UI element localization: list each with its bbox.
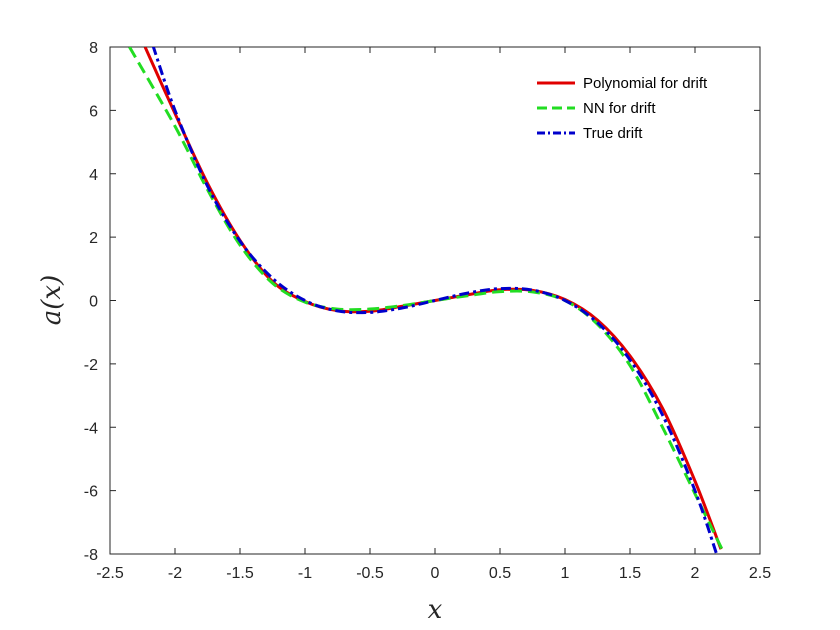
y-axis-label: a(x) <box>37 275 67 325</box>
x-tick-label: 2 <box>691 565 700 582</box>
y-tick-label: 8 <box>89 40 98 57</box>
y-tick-label: -2 <box>84 357 98 374</box>
y-tick-label: -8 <box>84 547 98 564</box>
legend-label-2: NN for drift <box>583 100 656 117</box>
legend: Polynomial for drift NN for drift True dri… <box>537 75 708 142</box>
y-tick-label: 2 <box>89 230 98 247</box>
y-tick-label: 6 <box>89 103 98 120</box>
series-line-3 <box>151 47 719 554</box>
x-tick-label: 1.5 <box>619 565 641 582</box>
x-axis-label: x <box>428 595 443 625</box>
y-tick-label: 4 <box>89 167 98 184</box>
x-tick-label: 0.5 <box>489 565 511 582</box>
x-tick-label: -2 <box>168 565 182 582</box>
legend-label-1: Polynomial for drift <box>583 75 708 92</box>
x-tick-label: 1 <box>561 565 570 582</box>
x-tick-label: -1 <box>298 565 312 582</box>
x-tick-label: -0.5 <box>356 565 384 582</box>
x-tick-label: 2.5 <box>749 565 771 582</box>
x-tick-label: -2.5 <box>96 565 124 582</box>
series-line-2 <box>128 47 725 554</box>
y-tick-label: -4 <box>84 420 98 437</box>
legend-label-3: True drift <box>583 125 643 142</box>
x-tick-label: 0 <box>431 565 440 582</box>
y-tick-label: 0 <box>89 294 98 311</box>
series-layer <box>128 47 725 554</box>
x-tick-label: -1.5 <box>226 565 254 582</box>
axis-ticks: -2.5 -2 -1.5 -1 -0.5 0 0.5 1 1.5 2 2.5 -8 -6 -4 -2 0 2 4 6… <box>84 40 771 582</box>
y-tick-label: -6 <box>84 484 98 501</box>
